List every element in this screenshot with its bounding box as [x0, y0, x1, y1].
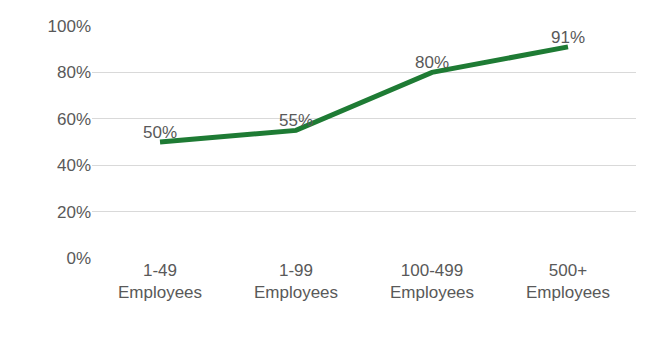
svg-text:91%: 91% [551, 28, 585, 47]
svg-text:55%: 55% [279, 111, 313, 130]
svg-text:80%: 80% [57, 63, 91, 82]
svg-text:100%: 100% [48, 17, 91, 36]
svg-text:1-99Employees: 1-99Employees [254, 261, 338, 302]
svg-text:60%: 60% [57, 110, 91, 129]
svg-text:20%: 20% [57, 203, 91, 222]
svg-text:500+Employees: 500+Employees [526, 261, 610, 302]
svg-text:80%: 80% [415, 53, 449, 72]
svg-text:0%: 0% [66, 249, 91, 268]
svg-text:1-49Employees: 1-49Employees [118, 261, 202, 302]
svg-text:100-499Employees: 100-499Employees [390, 261, 474, 302]
svg-text:50%: 50% [143, 123, 177, 142]
svg-text:40%: 40% [57, 156, 91, 175]
